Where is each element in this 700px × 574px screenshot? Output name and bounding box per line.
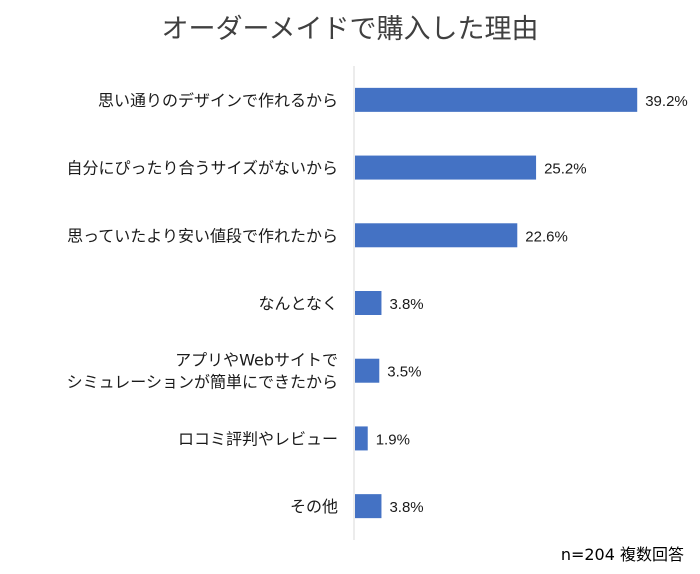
- bar-7: [355, 494, 382, 519]
- bar-4: [355, 291, 382, 315]
- bar-5: [355, 358, 380, 383]
- value-label-1: 39.2%: [645, 93, 688, 110]
- value-label-3: 22.6%: [525, 228, 568, 245]
- value-label-2: 25.2%: [544, 161, 587, 178]
- bar-1: [355, 87, 638, 112]
- sample-note: n=204 複数回答: [561, 545, 684, 564]
- category-label-3: 思っていたより安い値段で作れたから: [67, 226, 338, 245]
- value-label-6: 1.9%: [376, 431, 410, 448]
- bars-group: [355, 87, 638, 519]
- chart-title: オーダーメイドで購入した理由: [162, 14, 539, 45]
- bar-3: [355, 223, 518, 248]
- category-label-5-line-2: シミュレーションが簡単にできたから: [67, 373, 338, 392]
- category-label-1: 思い通りのデザインで作れるから: [98, 91, 338, 110]
- category-label-2: 自分にぴったり合うサイズがないから: [66, 159, 338, 178]
- value-labels: 39.2% 25.2% 22.6% 3.8% 3.5% 1.9% 3.8%: [376, 93, 688, 516]
- category-labels: 思い通りのデザインで作れるから自分にぴったり合うサイズがないから思っていたより安…: [66, 91, 338, 516]
- value-label-5: 3.5%: [387, 364, 421, 381]
- value-label-4: 3.8%: [389, 296, 423, 313]
- value-label-7: 3.8%: [389, 499, 423, 516]
- category-label-6: ロコミ評判やレビュー: [178, 429, 338, 448]
- bar-6: [355, 426, 368, 451]
- category-label-5-line-1: アプリやWebサイトで: [175, 351, 338, 370]
- category-label-7: その他: [290, 497, 338, 516]
- category-label-4: なんとなく: [258, 294, 338, 313]
- bar-2: [355, 155, 537, 180]
